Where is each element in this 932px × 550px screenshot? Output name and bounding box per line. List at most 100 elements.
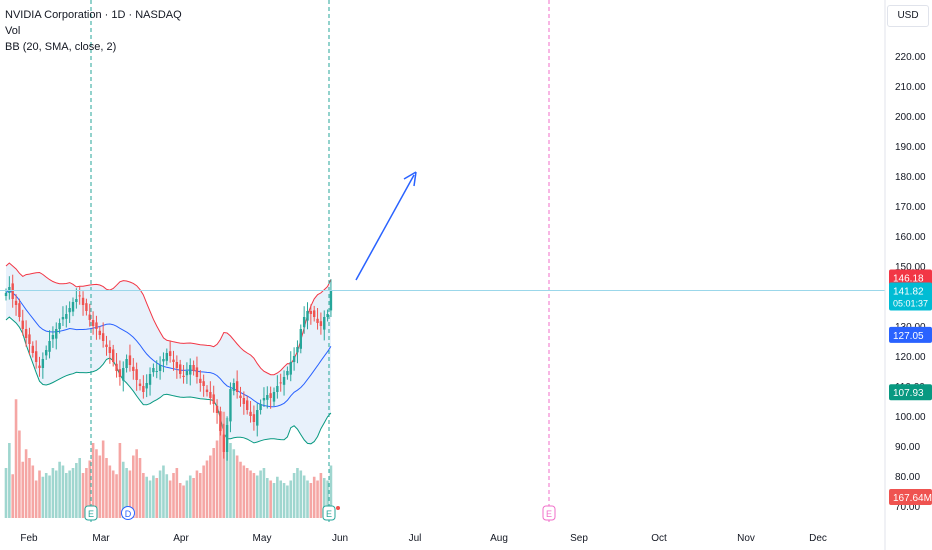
candle-body [31,345,34,353]
volume-bar [158,470,162,518]
x-tick-label: Jun [332,533,348,544]
x-tick-label: Mar [92,533,110,544]
candle-body [222,434,225,452]
volume-bar [245,468,249,518]
volume-bar [118,443,122,518]
label-text: 167.64M [893,493,932,504]
volume-bar [255,475,259,518]
volume-bar [48,475,51,518]
x-tick-label: Apr [173,533,189,544]
label-bg [889,384,932,401]
volume-bar [299,470,303,518]
volume-bar [51,468,55,518]
candles [4,274,333,461]
candle-body [45,350,48,356]
candle-body [302,317,306,328]
candle-body [192,365,195,371]
trend-arrow-head [403,171,417,187]
candle-body [132,366,135,371]
volume-bar [286,485,289,518]
label-text: 127.05 [893,331,924,342]
basis-line [5,289,332,408]
candle-body [256,410,259,426]
volume-bar [195,470,199,518]
currency-button[interactable]: USD [887,5,929,27]
volume-bar [81,473,85,518]
volume-bar [222,411,226,518]
volume-bar [266,478,269,518]
candle-body [209,392,212,398]
volume-bar [135,449,138,518]
x-tick-label: May [253,533,272,544]
x-tick-label: Feb [20,533,38,544]
x-tick-label: Nov [737,533,755,544]
marker-label: E [546,509,552,519]
candle-body [128,355,132,365]
volume-bar [185,480,189,518]
volume-bar [276,476,279,518]
volume-bar [192,478,195,518]
bb-legend[interactable]: BB (20, SMA, close, 2) [5,41,117,53]
label-bg [889,326,932,343]
y-tick-label: 170.00 [895,202,926,213]
y-tick-label: 220.00 [895,52,926,63]
candle-body [85,303,88,311]
volume-legend[interactable]: Vol [5,25,21,37]
candle-body [329,290,333,311]
candle-body [24,329,28,338]
candle-body [75,299,78,302]
earnings-marker-aug: E [542,505,556,521]
volume-bar [272,483,276,518]
candle-body [98,330,101,335]
y-tick-label: 210.00 [895,82,926,93]
candle-body [232,383,235,391]
volume-bar [175,468,179,518]
volume-bar [292,473,296,518]
candle-body [239,395,242,398]
candle-body [326,314,329,317]
upper-band-line [5,262,332,376]
volume-bar [205,460,209,518]
volume-bar [178,483,182,518]
volume-bar [111,470,115,518]
volume-bar [18,430,21,518]
candle-body [152,368,155,373]
time-axis[interactable]: Feb Mar Apr May Jun Jul Aug Sep Oct Nov Dec [20,533,827,544]
volume-bar [78,458,81,518]
volume-bar [209,455,212,518]
volume-bar [11,474,14,518]
volume-bar [75,463,78,518]
volume-bar [199,473,202,518]
volume-bar [225,418,229,518]
volume-bar [24,449,28,518]
label-text: 141.82 [893,287,924,298]
volume-bar [58,461,61,518]
candle-body [259,404,262,410]
volume-bar [121,461,125,518]
volume-bar [54,470,58,518]
volume-bar [306,480,309,518]
volume-bar [61,465,65,518]
label-bg [889,282,932,311]
candle-body [78,295,81,297]
marker-label: E [326,509,332,519]
candle-body [182,375,185,377]
volume-bar [68,470,71,518]
volume-bar [219,424,222,518]
volume-bar [229,443,232,518]
marker-shape [121,506,135,520]
volume-bar [232,449,236,518]
symbol-title[interactable]: NVIDIA Corporation · 1D · NASDAQ [5,9,182,21]
volume-bar [65,473,68,518]
volume-bar [239,461,242,518]
candle-body [286,371,289,376]
candle-body [95,322,98,329]
candle-body [212,394,215,404]
label-subtext: 05:01:37 [893,299,928,309]
candle-body [145,383,148,389]
candle-body [279,382,282,384]
volume-bar [289,480,293,518]
volume-bar [21,461,25,518]
